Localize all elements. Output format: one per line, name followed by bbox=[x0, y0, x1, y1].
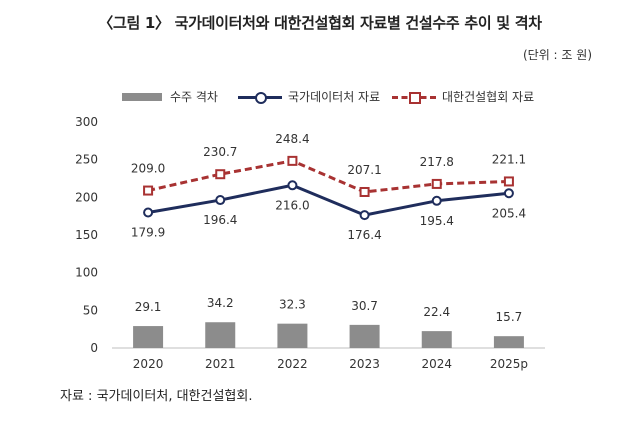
legend-swatch-bar bbox=[120, 91, 164, 103]
y-tick-label: 150 bbox=[75, 228, 98, 242]
bar bbox=[349, 324, 380, 348]
bar-data-label: 15.7 bbox=[496, 310, 523, 324]
x-tick-label: 2022 bbox=[277, 357, 308, 371]
source-note: 자료 : 국가데이터처, 대한건설협회. bbox=[60, 389, 253, 404]
legend-label-gap: 수주 격차 bbox=[170, 90, 218, 104]
y-tick-label: 50 bbox=[83, 303, 98, 317]
legend-item-cak: 대한건설협회 자료 bbox=[392, 88, 534, 105]
legend-swatch-kostat bbox=[238, 91, 282, 104]
y-tick-label: 100 bbox=[75, 266, 98, 280]
line-point bbox=[287, 180, 298, 191]
x-tick-label: 2025p bbox=[490, 357, 528, 371]
line-point bbox=[359, 186, 370, 197]
line-data-label: 248.4 bbox=[275, 132, 309, 146]
bar bbox=[493, 336, 524, 348]
line-data-label: 216.0 bbox=[275, 198, 309, 212]
bar bbox=[421, 331, 452, 348]
bar bbox=[133, 326, 164, 348]
line-point bbox=[431, 195, 442, 206]
bar-data-label: 22.4 bbox=[423, 305, 450, 319]
series-line bbox=[147, 159, 509, 194]
line-data-label: 207.1 bbox=[347, 163, 381, 177]
y-tick-label: 250 bbox=[75, 153, 98, 167]
bar-data-label: 34.2 bbox=[207, 296, 234, 310]
x-tick-label: 2021 bbox=[205, 357, 236, 371]
y-tick-label: 300 bbox=[75, 115, 98, 129]
legend-swatch-cak bbox=[392, 91, 436, 104]
line-data-label: 176.4 bbox=[347, 228, 381, 242]
bar-data-label: 29.1 bbox=[135, 300, 162, 314]
line-data-label: 221.1 bbox=[492, 152, 526, 166]
y-tick-label: 0 bbox=[90, 341, 98, 355]
bar-data-label: 32.3 bbox=[279, 298, 306, 312]
x-tick-label: 2024 bbox=[421, 357, 452, 371]
line-point bbox=[143, 185, 154, 196]
line-point bbox=[431, 178, 442, 189]
y-tick-label: 200 bbox=[75, 190, 98, 204]
series-line bbox=[147, 183, 510, 217]
unit-label: (단위 : 조 원) bbox=[522, 48, 592, 62]
line-data-label: 217.8 bbox=[420, 155, 454, 169]
line-point bbox=[287, 155, 298, 166]
line-point bbox=[215, 169, 226, 180]
line-data-label: 209.0 bbox=[131, 162, 165, 176]
line-point bbox=[503, 176, 514, 187]
legend-item-kostat: 국가데이터처 자료 bbox=[238, 88, 380, 105]
line-data-label: 205.4 bbox=[492, 206, 526, 220]
line-point bbox=[143, 207, 154, 218]
legend-item-gap: 수주 격차 bbox=[120, 88, 218, 105]
line-data-label: 196.4 bbox=[203, 213, 237, 227]
line-data-label: 195.4 bbox=[420, 214, 454, 228]
x-tick-label: 2020 bbox=[133, 357, 164, 371]
bar bbox=[277, 323, 308, 348]
bar-data-label: 30.7 bbox=[351, 299, 378, 313]
line-point bbox=[359, 210, 370, 221]
legend-label-kostat: 국가데이터처 자료 bbox=[288, 90, 381, 104]
chart-legend: 수주 격차 국가데이터처 자료 대한건설협회 자료 bbox=[120, 88, 600, 104]
line-point bbox=[215, 195, 226, 206]
x-tick-label: 2023 bbox=[349, 357, 380, 371]
line-data-label: 179.9 bbox=[131, 225, 165, 239]
legend-label-cak: 대한건설협회 자료 bbox=[442, 90, 535, 104]
chart-title: 〈그림 1〉 국가데이터처와 대한건설협회 자료별 건설수주 추이 및 격차 bbox=[98, 14, 542, 32]
line-point bbox=[503, 188, 514, 199]
line-data-label: 230.7 bbox=[203, 145, 237, 159]
bar bbox=[205, 322, 236, 348]
